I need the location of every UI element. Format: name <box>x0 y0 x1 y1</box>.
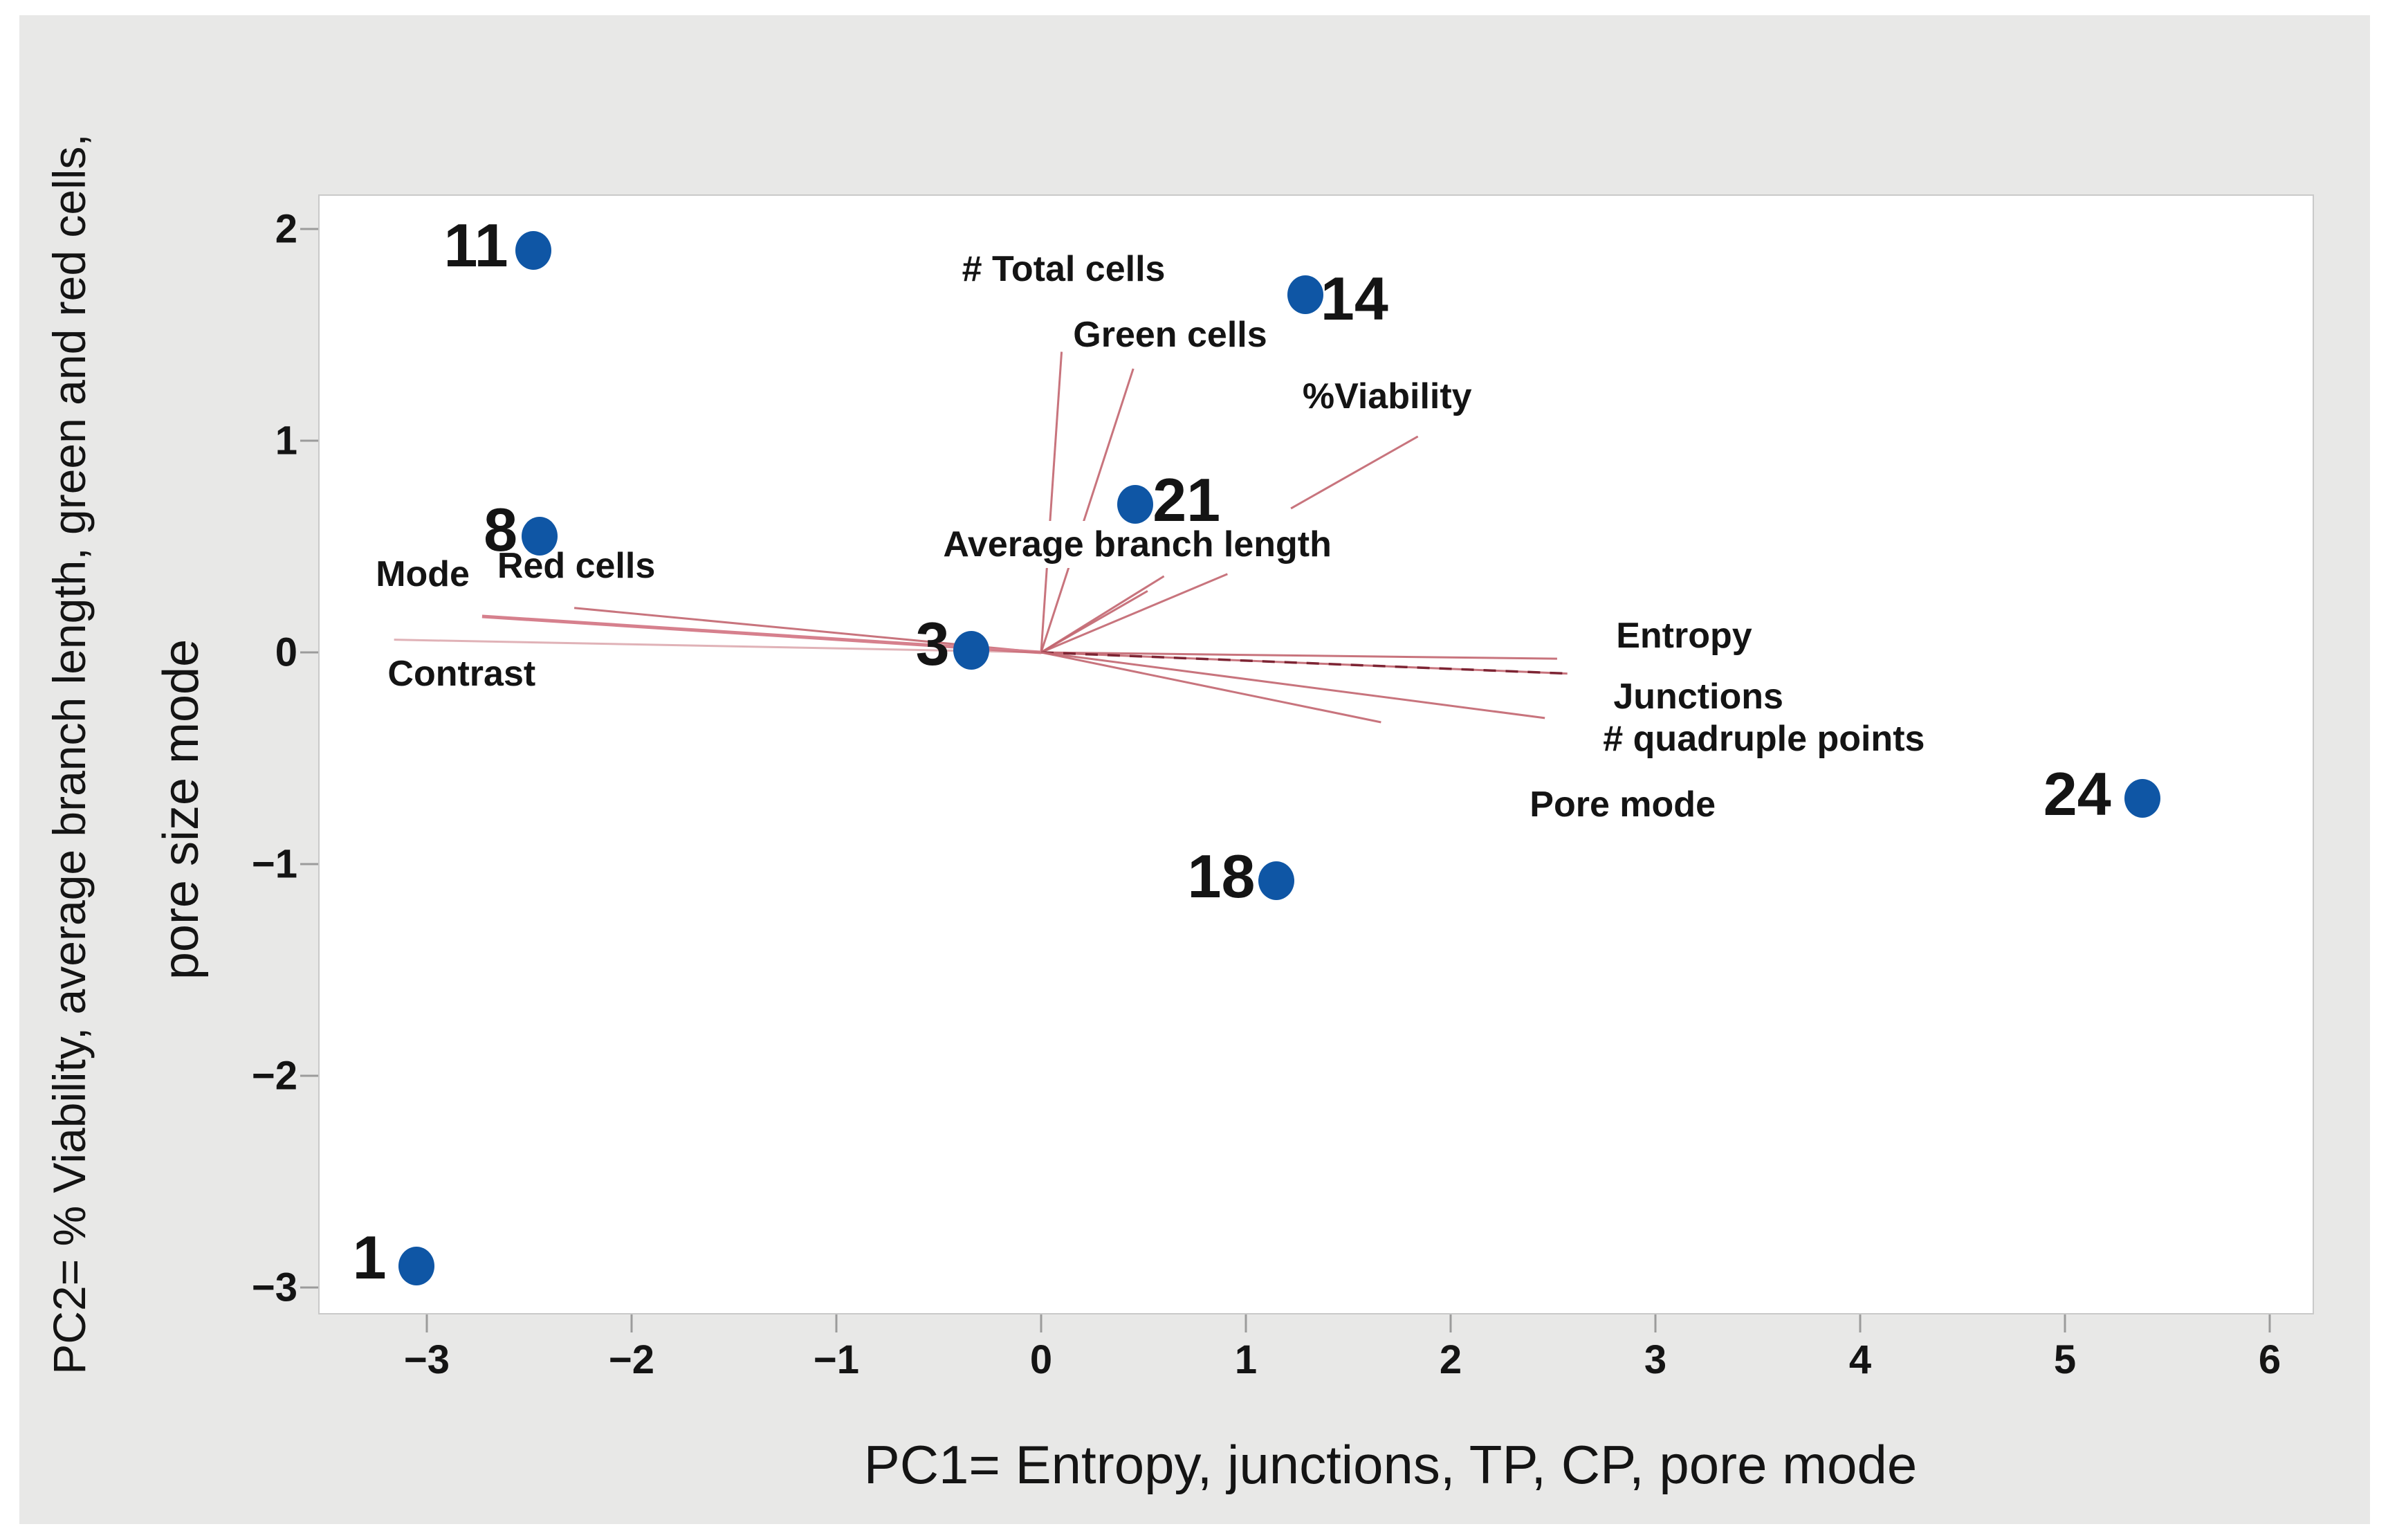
vector-line-junctions <box>1040 651 1568 675</box>
vector-label-green-cells: Green cells <box>1066 311 1274 358</box>
vector-label-contrast: Contrast <box>380 650 543 697</box>
data-point-8 <box>521 516 558 556</box>
vector-label-average-branch-length: Average branch length <box>936 520 1339 568</box>
data-point-14 <box>1287 275 1323 314</box>
vector-line-average-branch-length <box>1040 573 1228 654</box>
x-tick-label: 1 <box>1234 1337 1258 1382</box>
y-tick-label: −2 <box>251 1053 297 1099</box>
vector-label-pore-mode: Pore mode <box>1523 781 1723 829</box>
data-point-1 <box>398 1247 435 1286</box>
point-label-11: 11 <box>443 211 508 280</box>
y-tick-label: −1 <box>251 841 297 887</box>
vector-label-quadruple-points: # quadruple points <box>1596 715 1932 763</box>
x-tick-label: 2 <box>1439 1337 1462 1382</box>
y-tick-label: 1 <box>275 418 297 464</box>
x-tick-label: 3 <box>1644 1337 1667 1382</box>
point-label-21: 21 <box>1152 465 1221 534</box>
x-tick-label: −3 <box>403 1337 450 1382</box>
data-point-18 <box>1258 861 1295 901</box>
point-label-3: 3 <box>915 609 950 678</box>
vector-label-red-cells: Red cells <box>490 542 663 589</box>
data-point-24 <box>2124 779 2161 818</box>
data-point-3 <box>953 630 990 670</box>
vector-line-entropy <box>1040 651 1557 660</box>
point-label-8: 8 <box>484 495 518 564</box>
x-tick-label: 0 <box>1029 1337 1053 1382</box>
vector-label-viability: %Viability <box>1295 372 1479 420</box>
x-tick-label: −1 <box>813 1337 860 1382</box>
data-point-11 <box>515 230 551 270</box>
vector-line-viability <box>1290 435 1419 510</box>
y-tick-label: 2 <box>275 206 297 252</box>
x-tick-label: 6 <box>2258 1337 2281 1382</box>
vector-line-average-branch-length-2 <box>1040 575 1165 654</box>
point-label-24: 24 <box>2043 760 2111 829</box>
x-tick-label: 4 <box>1848 1337 1872 1382</box>
vector-label-entropy: Entropy <box>1609 612 1759 659</box>
data-point-21 <box>1117 484 1154 524</box>
vector-line-mode <box>394 639 1042 654</box>
vector-label-mode: Mode <box>369 550 477 598</box>
vector-line-contrast <box>481 614 1042 654</box>
point-label-18: 18 <box>1187 842 1256 911</box>
vector-line-total-cells <box>1040 351 1063 653</box>
vector-label-junctions: Junctions <box>1606 673 1790 721</box>
vector-line-quadruple-points <box>1040 651 1545 719</box>
point-label-1: 1 <box>352 1223 387 1292</box>
y-tick-label: 0 <box>275 630 297 675</box>
vector-label-total-cells: # Total cells <box>955 246 1173 293</box>
y-tick-label: −3 <box>251 1265 297 1310</box>
point-label-14: 14 <box>1320 264 1388 333</box>
vector-line-green-cells <box>1040 368 1135 653</box>
x-tick-label: 5 <box>2053 1337 2077 1382</box>
x-axis-title: PC1= Entropy, junctions, TP, CP, pore mo… <box>863 1434 1918 1495</box>
x-tick-label: −2 <box>608 1337 655 1382</box>
vector-line-pore-mode <box>1040 651 1381 724</box>
